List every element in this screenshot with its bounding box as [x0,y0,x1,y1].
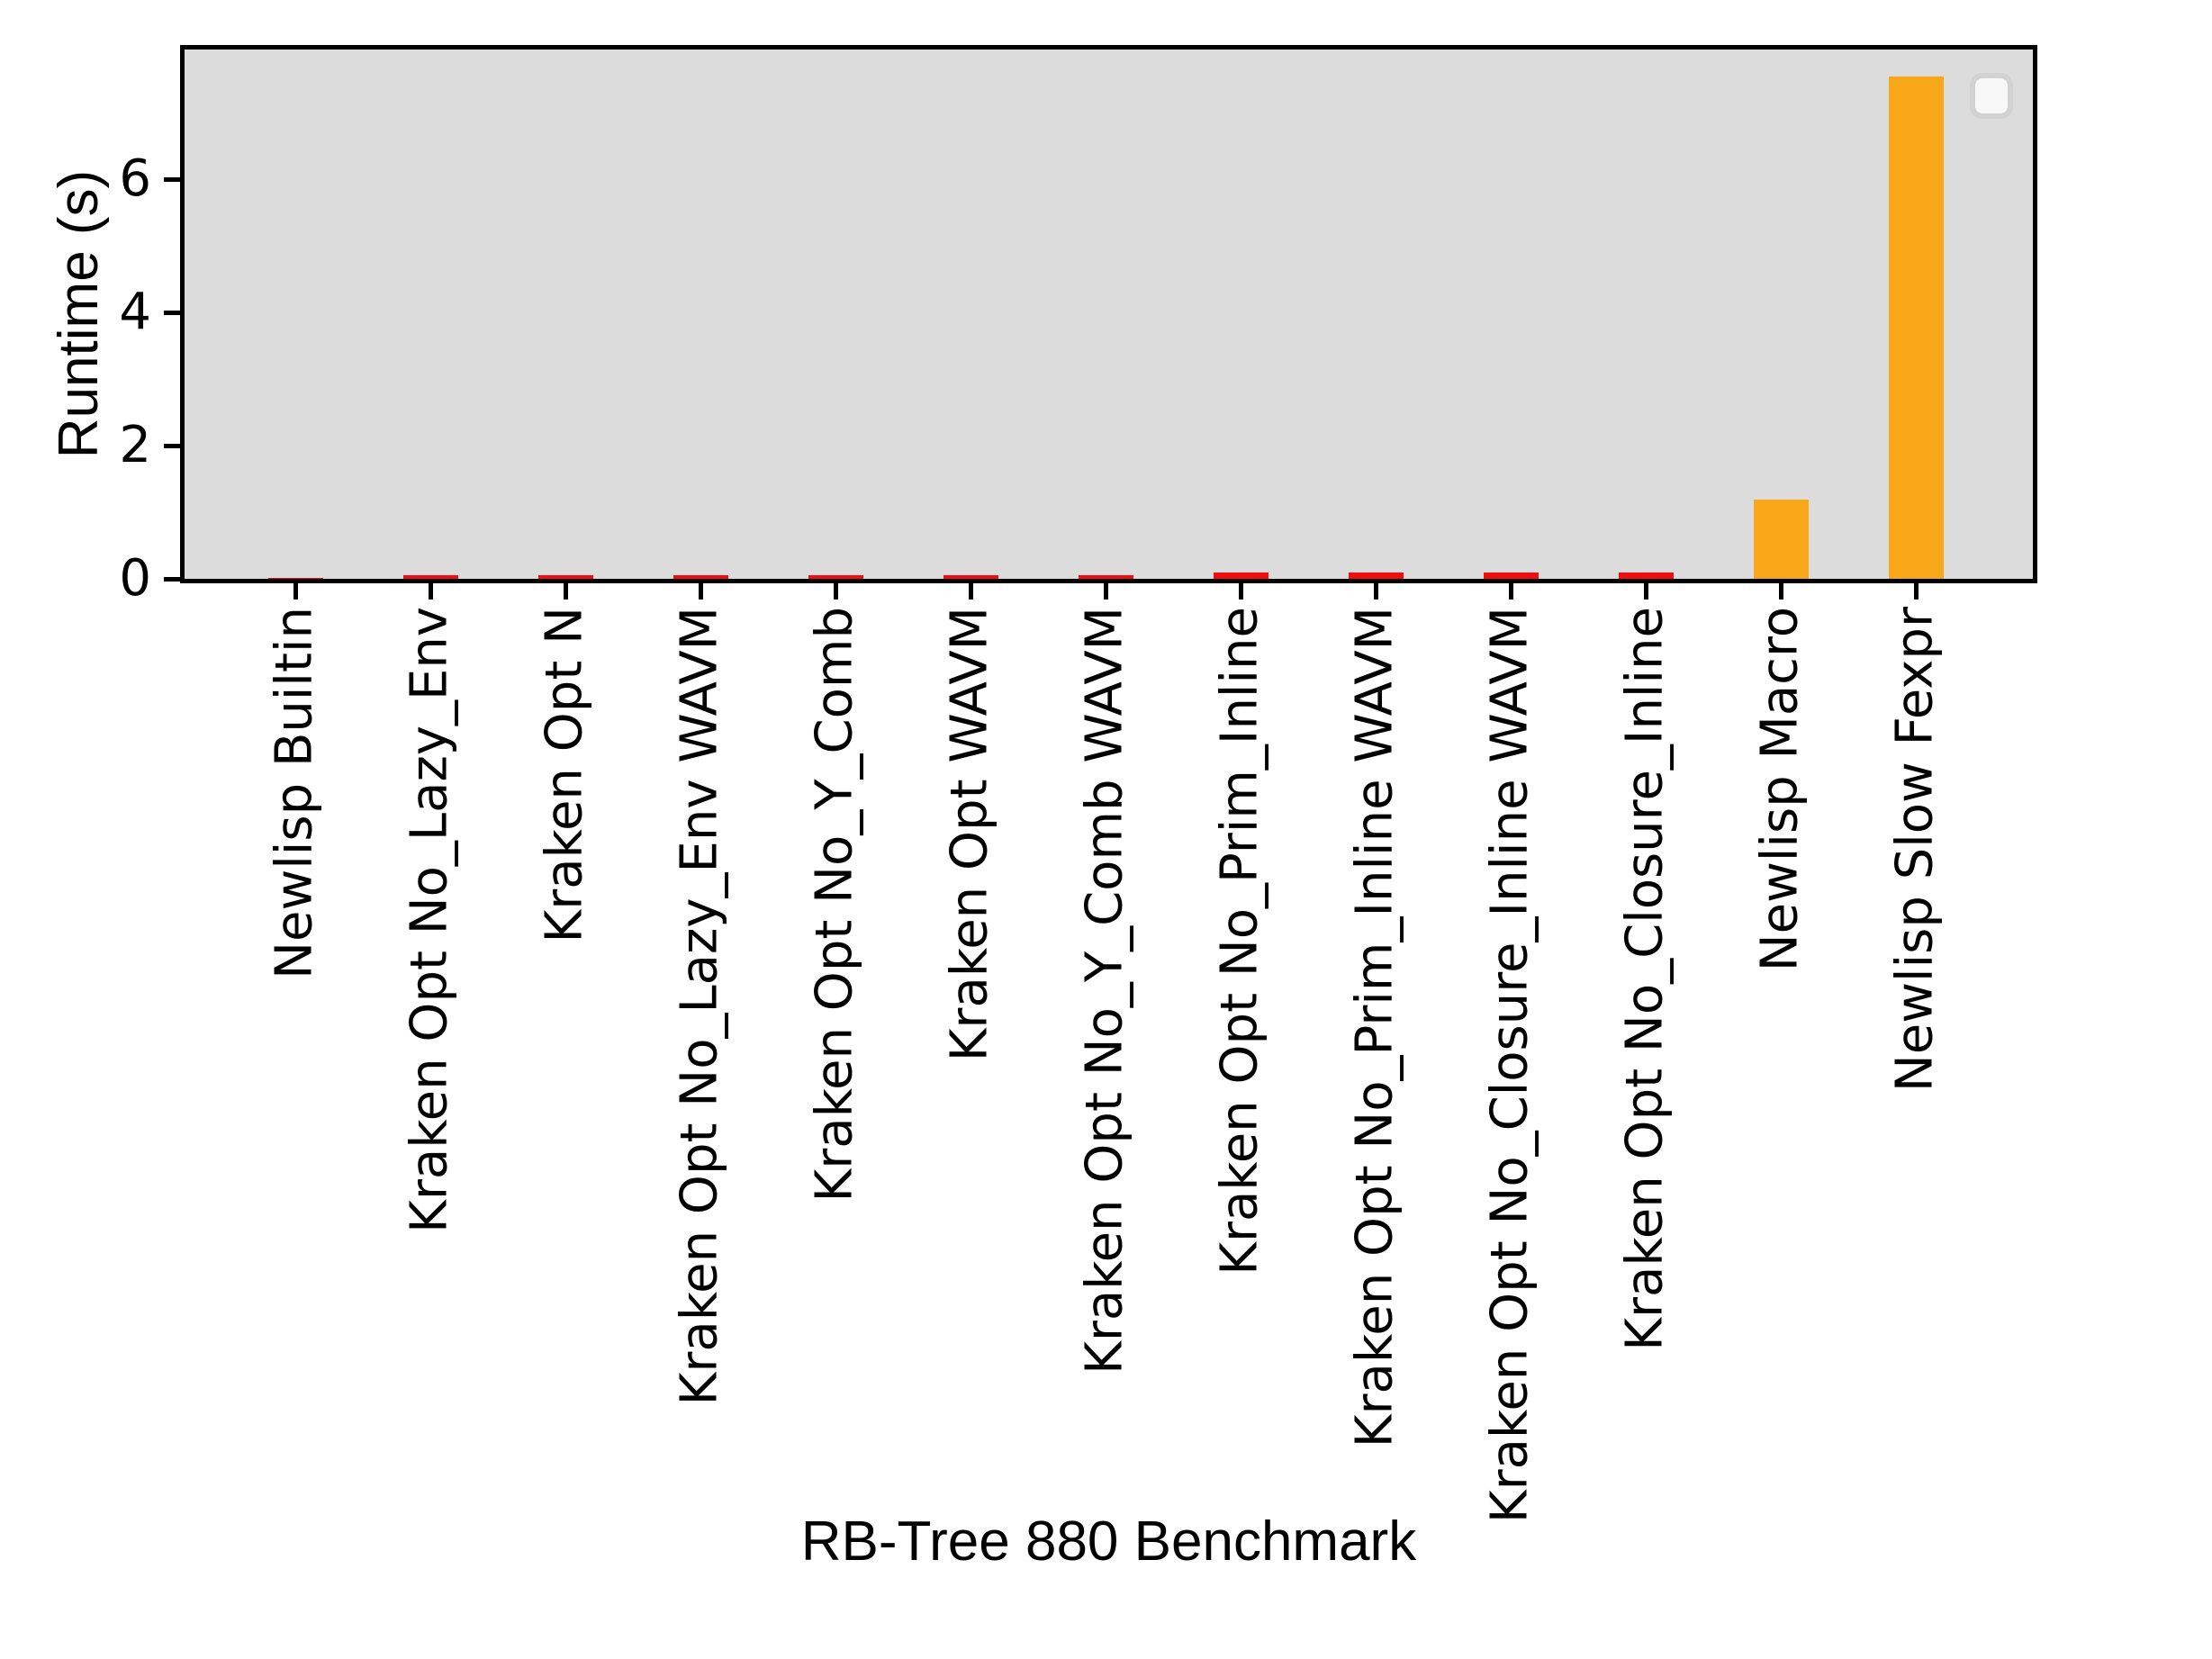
y-tick-label: 0 [119,549,151,608]
x-tick [833,583,838,600]
x-tick [1778,583,1783,600]
x-tick-label: Kraken Opt No_Closure_Inline [1615,607,1675,1351]
bar-kraken-opt-no-y-comb [808,575,863,579]
y-tick [164,310,180,315]
y-tick-label: 2 [119,416,151,475]
y-tick [164,176,180,182]
x-tick [1238,583,1243,600]
bar-kraken-opt-n [537,575,593,579]
bar-kraken-opt-no-prim-inline-wavm [1348,573,1404,579]
x-tick-label: Kraken Opt No_Y_Comb WAVM [1075,607,1134,1375]
x-tick-label: Kraken Opt WAVM [940,607,999,1062]
x-tick-label: Kraken Opt No_Y_Comb [805,607,864,1203]
x-tick [563,583,568,600]
bar-newlisp-macro [1753,500,1809,579]
plot-area [185,50,2033,579]
x-tick-label: Kraken Opt No_Lazy_Env WAVM [670,607,729,1406]
bottom-spine [180,579,2037,583]
x-tick-label: Newlisp Macro [1750,607,1810,972]
x-tick [1913,583,1919,600]
x-tick [1103,583,1108,600]
x-tick-label: Newlisp Slow Fexpr [1885,607,1945,1093]
x-tick-label: Kraken Opt N [535,607,594,943]
y-tick [164,576,180,582]
bar-newlisp-builtin [267,578,323,579]
x-tick-label: Kraken Opt No_Closure_Inline WAVM [1480,607,1539,1524]
legend [1970,73,2013,119]
left-spine [180,45,185,583]
x-tick-label: Kraken Opt No_Prim_Inline WAVM [1345,607,1404,1448]
x-tick [428,583,433,600]
x-tick [1373,583,1378,600]
x-tick-label: Newlisp Builtin [265,607,324,979]
y-axis-label: Runtime (s) [48,169,110,459]
y-tick-label: 4 [119,283,151,342]
bar-kraken-opt-no-y-comb-wavm [1078,575,1133,579]
bar-newlisp-slow-fexpr [1888,77,1944,579]
x-axis-label: RB-Tree 880 Benchmark [800,1510,1417,1573]
x-tick [968,583,973,600]
x-tick-label: Kraken Opt No_Prim_Inline [1210,607,1269,1276]
top-spine [180,45,2037,50]
bar-kraken-opt-no-closure-inline [1618,573,1674,579]
bar-kraken-opt-no-closure-inline-wavm [1483,573,1539,579]
x-tick-label: Kraken Opt No_Lazy_Env [400,607,459,1233]
bar-kraken-opt-wavm [943,575,998,579]
x-tick [698,583,703,600]
y-tick [164,443,180,448]
x-tick [1643,583,1648,600]
bar-kraken-opt-no-prim-inline [1213,573,1269,579]
right-spine [2033,45,2037,583]
y-tick-label: 6 [119,149,151,209]
bar-kraken-opt-no-lazy-env-wavm [673,575,728,579]
bar-kraken-opt-no-lazy-env [402,575,458,579]
x-tick [293,583,298,600]
x-tick [1508,583,1513,600]
